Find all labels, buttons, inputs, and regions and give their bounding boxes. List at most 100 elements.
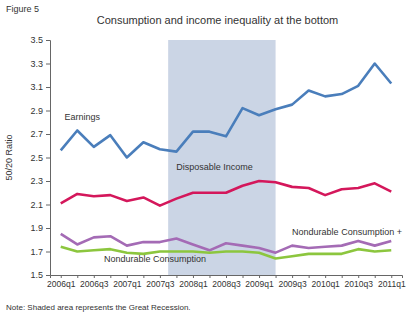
y-tick-label: 1.7	[30, 247, 43, 257]
x-tick: 2006q3	[80, 275, 109, 289]
y-axis: 1.5 1.7 1.9 2.1 2.3 2.5 2.7 2.9 3.1 3.3 3.5	[30, 35, 50, 280]
x-tick-mark	[127, 275, 128, 278]
x-axis: 2006q1 2006q3 2007q1 2007q3 2008q1 2008q3 2009…	[47, 275, 406, 289]
x-tick	[176, 275, 177, 278]
title: Consumption and income inequality at the…	[97, 14, 339, 26]
x-tick	[375, 275, 376, 278]
y-tick: 2.5	[30, 153, 50, 163]
series-label: Disposable Income	[176, 162, 253, 172]
y-tick: 2.7	[30, 129, 50, 139]
x-tick-mark	[309, 275, 310, 278]
y-tick-label: 3.3	[30, 59, 43, 69]
y-tick-mark	[46, 64, 50, 65]
x-tick-mark	[358, 275, 359, 278]
x-tick	[309, 275, 310, 278]
figure-label: Figure 5	[6, 4, 39, 14]
y-axis-line	[46, 41, 51, 276]
x-tick-mark	[110, 275, 111, 278]
x-tick	[243, 275, 244, 278]
x-tick-mark	[176, 275, 177, 278]
y-tick: 3.1	[30, 82, 50, 92]
x-tick-label: 2010q1	[311, 279, 340, 289]
x-tick-label: 2006q3	[80, 279, 109, 289]
x-tick-label: 2006q1	[47, 279, 76, 289]
y-tick-mark	[46, 252, 50, 253]
x-tick-mark	[77, 275, 78, 278]
x-tick-mark	[243, 275, 244, 278]
y-tick-label: 2.9	[30, 106, 43, 116]
x-tick-mark	[342, 275, 343, 278]
series-label: Nondurable Consumption +	[292, 227, 402, 237]
y-tick: 3.5	[30, 35, 50, 45]
y-tick-mark	[46, 205, 50, 206]
y-tick-mark	[46, 40, 50, 41]
x-tick-mark	[292, 275, 293, 278]
series-line	[61, 64, 392, 158]
y-tick-mark	[46, 228, 50, 229]
x-tick: 2006q1	[47, 275, 76, 289]
x-tick-mark	[143, 275, 144, 278]
y-axis-title: 50/20 Ratio	[4, 134, 14, 180]
series-line	[61, 181, 392, 206]
x-tick-mark	[391, 275, 392, 278]
x-tick-label: 2010q3	[345, 279, 374, 289]
y-tick: 1.7	[30, 247, 50, 257]
x-tick	[342, 275, 343, 278]
y-tick-label: 2.3	[30, 176, 43, 186]
note: Note: Shaded area represents the Great R…	[6, 303, 191, 312]
x-tick-label: 2008q1	[179, 279, 208, 289]
x-tick-mark	[276, 275, 277, 278]
x-tick	[110, 275, 111, 278]
x-tick-mark	[193, 275, 194, 278]
y-tick-label: 2.7	[30, 129, 43, 139]
y-tick-label: 1.5	[30, 270, 43, 280]
y-tick: 1.9	[30, 223, 50, 233]
y-tick: 2.9	[30, 106, 50, 116]
x-tick-mark	[209, 275, 210, 278]
x-tick: 2008q3	[212, 275, 241, 289]
x-tick-mark	[160, 275, 161, 278]
y-tick-mark	[46, 134, 50, 135]
y-tick-mark	[46, 158, 50, 159]
y-tick: 2.3	[30, 176, 50, 186]
shaded-region	[168, 40, 275, 275]
x-tick: 2011q1	[378, 275, 406, 289]
x-tick: 2007q1	[113, 275, 142, 289]
x-tick-mark	[375, 275, 376, 278]
x-tick-label: 2009q1	[245, 279, 274, 289]
y-tick-mark	[46, 87, 50, 88]
x-tick: 2010q3	[345, 275, 374, 289]
x-tick-mark	[61, 275, 62, 278]
x-tick	[77, 275, 78, 278]
x-tick-label: 2011q1	[378, 279, 406, 289]
x-tick-label: 2007q3	[146, 279, 175, 289]
y-tick-mark	[46, 181, 50, 182]
y-tick-mark	[46, 275, 50, 276]
x-tick-mark	[325, 275, 326, 278]
x-tick: 2009q3	[278, 275, 307, 289]
x-tick-mark	[259, 275, 260, 278]
y-tick: 2.1	[30, 200, 50, 210]
x-tick-mark	[226, 275, 227, 278]
x-tick: 2009q1	[245, 275, 274, 289]
y-tick-label: 3.1	[30, 82, 43, 92]
x-tick	[276, 275, 277, 278]
y-tick-label: 2.5	[30, 153, 43, 163]
series-label: Nondurable Consumption	[104, 254, 206, 264]
y-tick-label: 2.1	[30, 200, 43, 210]
chart: Figure 5 Consumption and income inequalit…	[0, 0, 415, 318]
x-tick: 2010q1	[311, 275, 340, 289]
x-tick	[143, 275, 144, 278]
series-label: Earnings	[64, 112, 100, 122]
y-tick-label: 3.5	[30, 35, 43, 45]
x-tick-label: 2007q1	[113, 279, 142, 289]
x-tick: 2008q1	[179, 275, 208, 289]
y-tick: 3.3	[30, 59, 50, 69]
y-tick-mark	[46, 111, 50, 112]
x-tick-mark	[94, 275, 95, 278]
x-tick: 2007q3	[146, 275, 175, 289]
x-tick-label: 2008q3	[212, 279, 241, 289]
y-tick-label: 1.9	[30, 223, 43, 233]
x-tick-label: 2009q3	[278, 279, 307, 289]
x-axis-line	[51, 276, 403, 279]
